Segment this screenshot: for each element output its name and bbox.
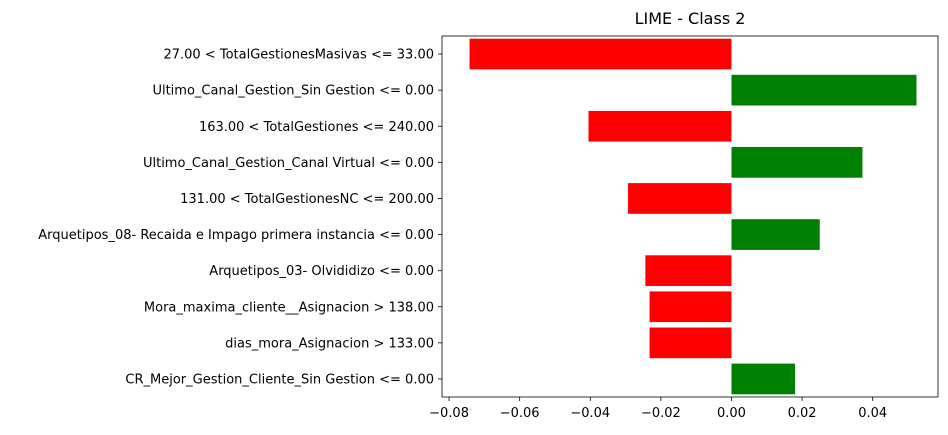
bar-7 — [649, 291, 732, 323]
bar-0 — [469, 38, 732, 70]
xtick-label-4: 0.00 — [717, 406, 746, 421]
bar-9 — [731, 363, 796, 395]
bar-1 — [731, 74, 917, 106]
ytick-label-8: dias_mora_Asignacion > 133.00 — [225, 336, 434, 351]
xtick-label-3: −0.02 — [641, 406, 681, 421]
ytick-label-4: 131.00 < TotalGestionesNC <= 200.00 — [180, 192, 434, 207]
xtick-label-0: −0.08 — [429, 406, 469, 421]
xtick-label-6: 0.04 — [858, 406, 887, 421]
xtick-label-5: 0.02 — [788, 406, 817, 421]
bar-3 — [731, 147, 863, 178]
xtick-label-1: −0.06 — [500, 406, 540, 421]
bar-4 — [628, 183, 732, 214]
xtick-label-2: −0.04 — [570, 406, 610, 421]
ytick-label-1: Ultimo_Canal_Gestion_Sin Gestion <= 0.00 — [152, 84, 434, 99]
ytick-label-5: Arquetipos_08- Recaida e Impago primera … — [38, 228, 434, 243]
chart-title: LIME - Class 2 — [635, 9, 746, 28]
plot-frame — [441, 35, 939, 398]
ytick-label-9: CR_Mejor_Gestion_Cliente_Sin Gestion <= … — [125, 372, 434, 387]
bar-6 — [645, 255, 732, 286]
bar-2 — [588, 110, 732, 142]
bars-layer — [469, 38, 917, 395]
axes-layer: 27.00 < TotalGestionesMasivas <= 33.00 Ul… — [38, 35, 939, 421]
ytick-label-7: Mora_maxima_cliente__Asignacion > 138.00 — [144, 300, 434, 315]
bar-5 — [731, 219, 820, 250]
ytick-label-3: Ultimo_Canal_Gestion_Canal Virtual <= 0.… — [143, 156, 434, 171]
ytick-label-2: 163.00 < TotalGestiones <= 240.00 — [199, 120, 434, 135]
bar-8 — [649, 327, 732, 359]
ytick-label-6: Arquetipos_03- Olvididizo <= 0.00 — [209, 264, 434, 279]
ytick-label-0: 27.00 < TotalGestionesMasivas <= 33.00 — [163, 48, 434, 63]
